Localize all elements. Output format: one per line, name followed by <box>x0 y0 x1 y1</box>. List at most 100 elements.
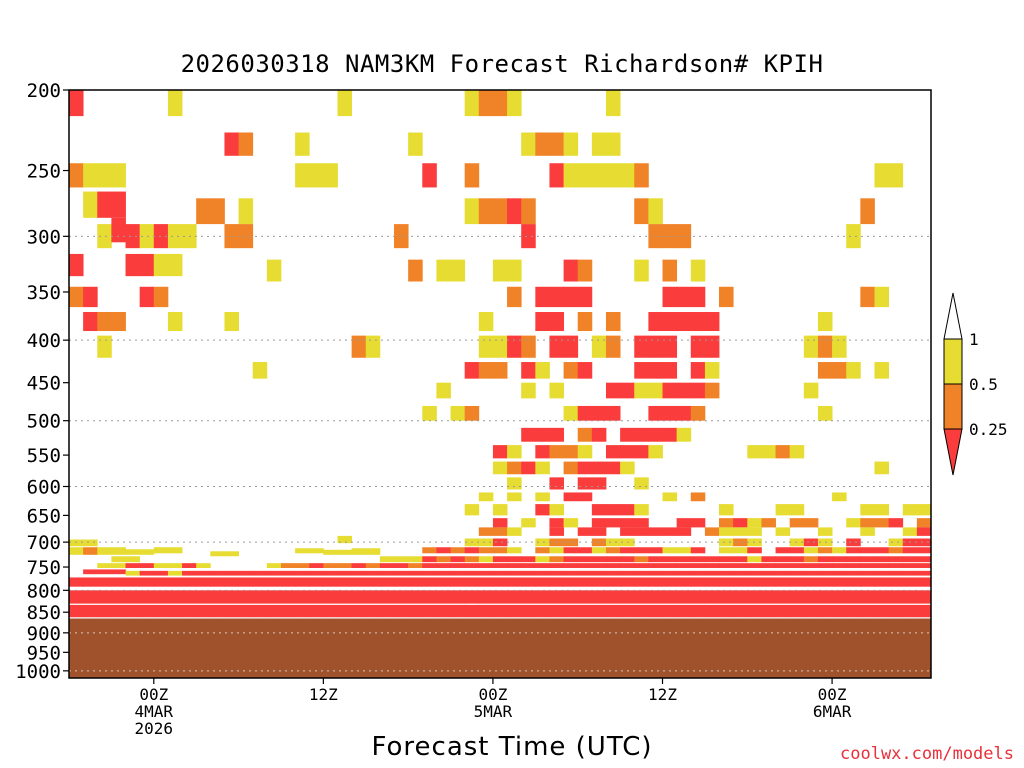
ri-cell <box>874 590 890 604</box>
ri-cell <box>803 577 819 587</box>
ri-cell <box>634 518 649 528</box>
ri-cell <box>337 604 353 618</box>
ri-cell <box>577 286 593 308</box>
ri-cell <box>733 563 748 568</box>
ri-cell <box>761 577 776 587</box>
ri-cell <box>733 570 748 576</box>
ri-cell <box>521 461 536 475</box>
ri-cell <box>648 556 663 563</box>
ri-cell <box>535 570 550 576</box>
ri-cell <box>620 570 635 576</box>
ri-cell <box>125 563 141 568</box>
ri-cell <box>662 382 678 399</box>
ri-cell <box>167 563 183 568</box>
ri-cell <box>605 556 621 563</box>
ri-cell <box>365 590 381 604</box>
ri-cell <box>535 445 550 459</box>
ri-cell <box>789 518 805 528</box>
ri-cell <box>634 590 649 604</box>
x-tick-label: 2026 <box>135 719 174 738</box>
ri-cell <box>521 577 536 587</box>
ri-cell <box>464 547 480 554</box>
plot-frame <box>68 89 932 679</box>
ri-cell <box>803 604 819 618</box>
ri-cell <box>902 604 918 618</box>
ri-cell <box>577 259 593 282</box>
ri-cell <box>549 556 564 563</box>
ri-cell <box>153 604 169 618</box>
ri-cell <box>507 577 522 587</box>
ri-cell <box>577 427 593 442</box>
colorbar-top-arrow <box>943 292 963 340</box>
ri-cell <box>634 477 649 490</box>
ri-cell <box>605 461 621 475</box>
ri-cell <box>309 563 324 568</box>
ri-cell <box>139 224 155 249</box>
ri-cell <box>238 590 254 604</box>
ri-cell <box>605 538 621 547</box>
ri-cell <box>379 556 395 563</box>
ri-cell <box>775 590 791 604</box>
ri-cell <box>309 577 324 587</box>
ri-cell <box>634 198 649 225</box>
ri-cell <box>690 547 706 554</box>
y-tick-label: 850 <box>27 602 61 624</box>
x-tick-label: 12Z <box>648 685 677 704</box>
ri-cell <box>719 590 734 604</box>
ri-cell <box>97 224 112 249</box>
y-tick-label: 600 <box>27 476 61 498</box>
ri-cell <box>280 577 296 587</box>
ri-cell <box>832 590 847 604</box>
ri-cell <box>153 590 169 604</box>
ri-cell <box>634 504 649 516</box>
ri-cell <box>507 286 522 308</box>
ri-cell <box>733 556 748 563</box>
ri-cell <box>719 518 734 528</box>
ri-cell <box>916 527 932 536</box>
ri-cell <box>379 604 395 618</box>
ri-cell <box>690 312 706 332</box>
ri-cell <box>309 604 324 618</box>
ri-cell <box>422 563 437 568</box>
ri-cell <box>662 427 678 442</box>
ri-cell <box>733 547 748 554</box>
ri-cell <box>337 590 353 604</box>
ri-cell <box>888 577 904 587</box>
ri-cell <box>507 461 522 475</box>
ri-cell <box>224 132 239 156</box>
ri-cell <box>450 405 466 421</box>
ri-cell <box>478 547 494 554</box>
ri-cell <box>139 577 155 587</box>
ri-cell <box>605 577 621 587</box>
ri-cell <box>167 604 183 618</box>
ri-cell <box>167 312 183 332</box>
ri-cell <box>761 445 776 459</box>
ri-cell <box>394 224 409 249</box>
ri-cell <box>549 518 564 528</box>
ri-cell <box>591 527 607 536</box>
ri-cell <box>238 570 254 576</box>
ri-cell <box>704 577 720 587</box>
ri-cell <box>224 604 239 618</box>
ri-cell <box>309 590 324 604</box>
ri-cell <box>167 590 183 604</box>
ri-cell <box>676 405 692 421</box>
ri-cell <box>450 604 466 618</box>
ri-cell <box>337 563 353 568</box>
ri-cell <box>591 477 607 490</box>
ri-cell <box>252 577 268 587</box>
ri-cell <box>563 461 579 475</box>
ri-cell <box>196 590 211 604</box>
ri-cell <box>662 405 678 421</box>
y-tick-label: 800 <box>27 580 61 602</box>
ri-cell <box>634 563 649 568</box>
ri-cell <box>210 590 225 604</box>
ri-cell <box>591 577 607 587</box>
ri-cell <box>832 547 847 554</box>
ri-cell <box>817 577 833 587</box>
ri-cell <box>577 527 593 536</box>
ri-cell <box>492 90 508 117</box>
ri-cell <box>295 604 310 618</box>
ri-cell <box>210 198 225 225</box>
ri-cell <box>167 90 183 117</box>
